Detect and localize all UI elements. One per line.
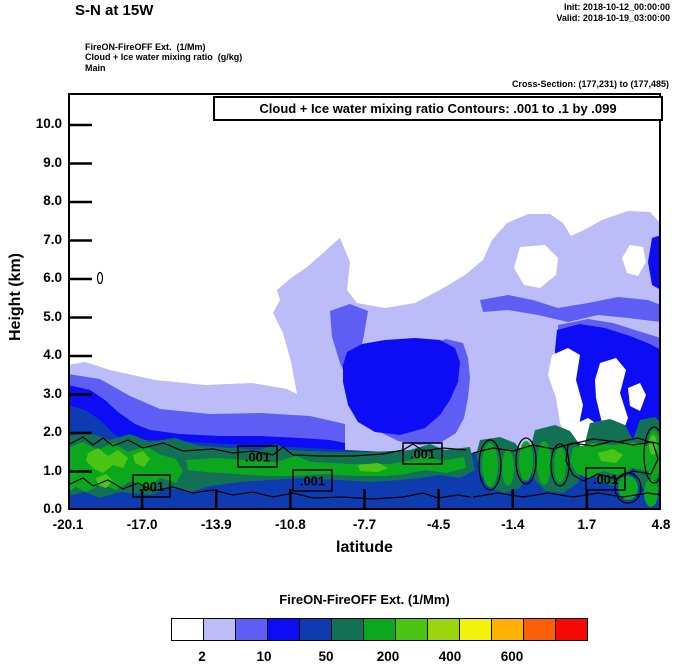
contour-cluster-outline [565,437,659,482]
colorbar [171,618,588,641]
y-tick-label: 2.0 [43,424,62,439]
contour-line-lower [67,477,471,500]
fill-blue-right-edge [648,235,661,290]
y-tick-label: 5.0 [43,308,62,324]
contour-plot-area: .001 .001 .001 .001 .001 [67,93,665,512]
colorbar-tick-label: 10 [256,649,272,664]
plot-inner-title: Cloud + Ice water mixing ratio Contours:… [213,96,663,121]
contour-blob-outlines [550,443,570,487]
x-tick-label: -4.5 [426,517,451,532]
contour-label-box [402,442,443,465]
colorbar-cell [523,618,556,641]
colorbar-cell [427,618,460,641]
contour-line-upper [67,436,467,457]
x-tick-label: -7.7 [352,517,377,532]
y-tick-label: 0.0 [43,501,62,516]
contour-plot-svg: .001 .001 .001 .001 .001 [67,93,665,512]
y-tick-label: 3.0 [43,385,62,401]
fill-green-blobs [502,450,514,486]
y-tick-label: 8.0 [43,193,62,208]
contour-blob-outlines [478,439,502,491]
colorbar-cell [171,618,204,641]
contour-label-box [132,474,171,498]
y-tick-label: 9.0 [43,154,62,170]
y-tick-label: 7.0 [43,231,62,247]
plot-frame [68,93,661,510]
cross-section-info: Cross-Section: (177,231) to (177,485) [511,79,669,89]
contour-tiny-left [96,271,104,285]
contour-label: .001 [139,479,164,494]
fill-white-streak-1 [548,348,583,440]
fill-green-blobs [482,443,498,487]
fill-blue-central [343,338,460,435]
colorbar-cell [363,618,396,641]
contour-blob-outlines [614,472,642,504]
contour-blob-outlines [515,437,537,485]
page-title: S-N at 15W [75,2,154,19]
x-tick-label: 1.7 [577,517,597,532]
contour-label: .001 [245,450,270,465]
contour-label: .001 [593,472,618,487]
contour-label: .001 [410,447,435,462]
colorbar-title: FireON-FireOFF Ext. (1/Mm) [279,592,450,607]
colorbar-tick-label: 2 [198,649,206,664]
fill-green-blobs [519,441,533,481]
fill-violet-streak [480,295,661,322]
x-tick-label: -17.0 [126,517,158,532]
contour-label-box [237,445,278,468]
colorbar-cell [491,618,524,641]
y-tick-label: 1.0 [43,462,62,478]
fill-green-blobs [618,476,638,500]
x-tick-label: -1.4 [501,517,525,532]
y-tick-label: 10.0 [35,116,62,131]
colorbar-cell [395,618,428,641]
run-description: FireON-FireOFF Ext. (1/Mm) Cloud + Ice w… [85,42,243,73]
fill-green-mid-band [186,455,466,476]
colorbar-cell [459,618,492,641]
x-axis-title: latitude [336,539,393,556]
colorbar-tick-label: 200 [376,649,400,664]
colorbar-cell [331,618,364,641]
colorbar-cell [555,618,588,641]
x-tick-label: -13.9 [200,517,232,532]
contour-label: .001 [300,474,325,489]
init-valid-timestamps: Init: 2018-10-12_00:00:00 Valid: 2018-10… [556,2,670,24]
valid-time: Valid: 2018-10-19_03:00:00 [556,13,670,23]
contour-label-box [585,467,626,491]
colorbar-cell [299,618,332,641]
y-tick-label: 6.0 [43,270,62,285]
x-tick-label: 4.8 [651,517,671,532]
x-tick-label: -10.8 [274,517,306,532]
fill-green-blobs [537,441,551,485]
colorbar-cell [267,618,300,641]
y-axis-title: Height (km) [7,253,24,341]
colorbar-cell [235,618,268,641]
x-tick-label: -20.1 [52,517,84,532]
colorbar-tick-label: 600 [500,649,524,664]
colorbar-cell [203,618,236,641]
contour-label-box [292,469,333,492]
y-tick-label: 4.0 [43,347,62,362]
fill-green-blobs [554,447,566,483]
colorbar-tick-label: 400 [438,649,462,664]
contour-line-right-upper [472,440,662,454]
init-time: Init: 2018-10-12_00:00:00 [563,2,670,12]
colorbar-tick-label: 50 [318,649,334,664]
